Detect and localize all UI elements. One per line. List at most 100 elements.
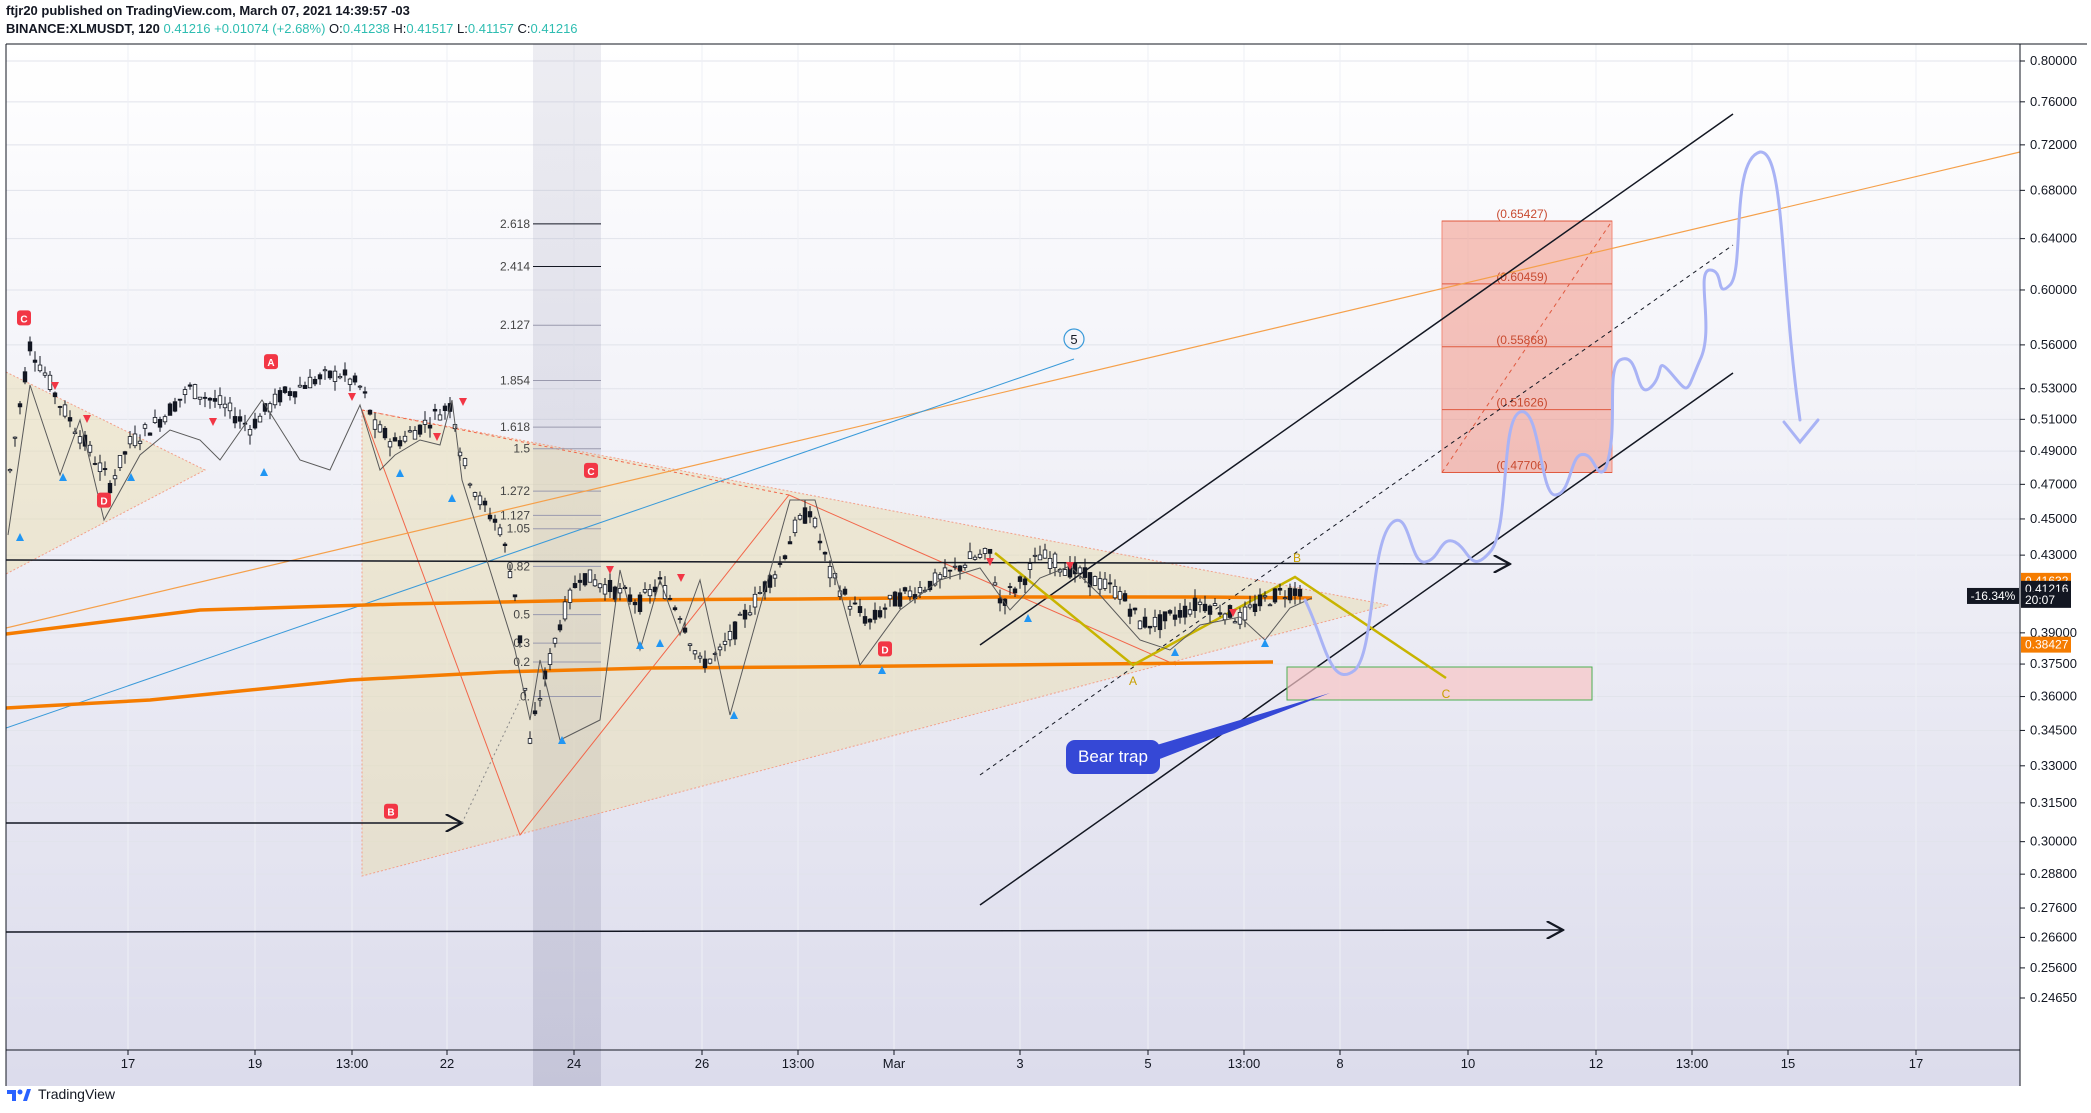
candle-body: [422, 419, 428, 425]
candle-body: [152, 417, 158, 423]
swing-high-marker: [986, 558, 994, 566]
candle-body: [822, 551, 828, 555]
candle-body: [737, 613, 743, 616]
candle-body: [1292, 588, 1298, 596]
candle-body: [497, 527, 503, 536]
bear-trap-pointer: [1150, 693, 1330, 762]
candle-body: [142, 424, 148, 429]
candle-body: [1147, 625, 1153, 629]
time-tick-label: 8: [1336, 1056, 1343, 1071]
candle-body: [617, 588, 623, 594]
candle-body: [1162, 611, 1168, 622]
price-tick-label: 0.28800: [2030, 866, 2077, 881]
candle-body: [882, 607, 888, 610]
ohlc-row: BINANCE:XLMUSDT, 120 0.41216 +0.01074 (+…: [6, 20, 578, 38]
candle-body: [1027, 563, 1033, 570]
target-diagonal: [1441, 220, 1613, 473]
candle-body: [247, 429, 253, 436]
pattern-marker-label: C: [587, 467, 594, 478]
candle-body: [22, 371, 28, 383]
candle-body: [892, 591, 898, 607]
candle-body: [947, 569, 953, 572]
price-tick-label: 0.30000: [2030, 834, 2077, 849]
candle-body: [792, 519, 798, 534]
candle-body: [587, 569, 593, 583]
candle-body: [167, 403, 173, 416]
candle-body: [272, 393, 278, 406]
price-tick-label: 0.34500: [2030, 722, 2077, 737]
candle-body: [1012, 588, 1018, 594]
candle-body: [1107, 582, 1113, 585]
candle-body: [1202, 603, 1208, 612]
abc-pattern: [994, 552, 1447, 680]
candle-body: [402, 435, 408, 442]
candle-body: [407, 430, 413, 433]
price-tick-label: 0.36000: [2030, 689, 2077, 704]
swing-high-marker: [606, 566, 614, 574]
candle-body: [92, 463, 98, 465]
price-tick-label: 0.76000: [2030, 94, 2077, 109]
candle-body: [552, 637, 558, 644]
price-tick-label: 0.72000: [2030, 137, 2077, 152]
candle-body: [697, 655, 703, 659]
candle-body: [1097, 578, 1103, 590]
price-tick-label: 0.64000: [2030, 231, 2077, 246]
fib-label: 2.618: [500, 217, 530, 231]
candle-body: [7, 469, 13, 472]
candle-body: [207, 397, 213, 401]
candle-body: [877, 610, 883, 618]
candle-body: [362, 391, 368, 394]
candle-body: [842, 588, 848, 595]
candle-body: [597, 583, 603, 589]
candle-body: [907, 590, 913, 598]
candle-body: [857, 606, 863, 614]
candle-body: [1182, 605, 1188, 618]
candle-body: [677, 618, 683, 620]
candle-body: [1217, 612, 1223, 615]
price-axis[interactable]: 0.80000 0.76000 0.72000 0.68000 0.64000 0.600…: [2020, 53, 2077, 1005]
candle-body: [782, 555, 788, 560]
abc-a-label: A: [1129, 674, 1137, 688]
target-label: (0.60459): [1496, 270, 1547, 284]
candle-body: [372, 419, 378, 430]
price-change: +0.01074 (+2.68%): [214, 21, 326, 36]
candle-body: [932, 572, 938, 586]
candle-body: [377, 424, 383, 433]
candle-body: [1247, 604, 1253, 608]
candle-body: [1047, 558, 1053, 569]
price-tick-label: 0.60000: [2030, 282, 2077, 297]
projection-path-line: [1303, 150, 1802, 677]
candle-body: [867, 618, 873, 623]
swing-low-marker: [1171, 648, 1179, 656]
candle-body: [87, 444, 93, 453]
pattern-marker-box: [17, 310, 31, 326]
time-axis[interactable]: 17 19 13:00 22 24 26 13:00 Mar 3 5 13:00 8 10 12 13:00…: [121, 1050, 1923, 1071]
candle-body: [637, 594, 643, 612]
publish-info: ftjr20 published on TradingView.com, Mar…: [6, 2, 578, 20]
pattern-marker-box: [384, 803, 398, 819]
candle-body: [532, 710, 538, 715]
candle-body: [1032, 554, 1038, 557]
candle-body: [122, 451, 128, 455]
candle-body: [962, 564, 968, 568]
candle-body: [742, 609, 748, 620]
candle-body: [1142, 616, 1148, 628]
high-label: H:: [393, 21, 407, 36]
percent-label-bg: [1967, 587, 2019, 604]
candle-body: [1037, 554, 1043, 561]
fib-label: 2.414: [500, 259, 530, 273]
candle-body: [1007, 586, 1013, 588]
time-tick-label: 13:00: [782, 1056, 815, 1071]
zigzag-lines: [7, 382, 1313, 744]
wave-5-circle: [1063, 328, 1085, 350]
candle-body: [977, 553, 983, 558]
swing-low-marker: [878, 666, 886, 674]
candle-body: [1277, 587, 1283, 591]
candle-body: [222, 403, 228, 409]
candle-body: [687, 643, 693, 646]
price-tick-label: 0.33000: [2030, 758, 2077, 773]
candle-body: [287, 391, 293, 396]
candle-body: [112, 475, 118, 480]
swing-high-marker: [348, 393, 356, 401]
